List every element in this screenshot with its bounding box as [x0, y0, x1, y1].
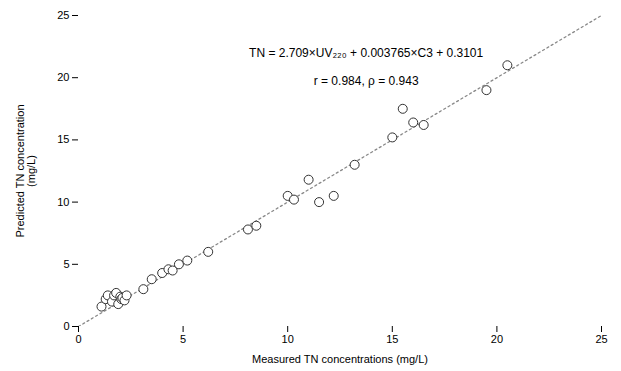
svg-text:0: 0 — [75, 333, 81, 345]
svg-text:0: 0 — [63, 320, 69, 332]
svg-text:10: 10 — [57, 196, 69, 208]
svg-text:25: 25 — [595, 333, 607, 345]
svg-text:20: 20 — [491, 333, 503, 345]
svg-text:5: 5 — [180, 333, 186, 345]
svg-text:Predicted TN concentration(mg/: Predicted TN concentration(mg/L) — [14, 104, 37, 237]
svg-text:25: 25 — [57, 9, 69, 21]
svg-text:15: 15 — [57, 133, 69, 145]
svg-text:5: 5 — [63, 258, 69, 270]
svg-text:TN = 2.709×UV₂₂₀ + 0.003765×C3: TN = 2.709×UV₂₂₀ + 0.003765×C3 + 0.3101 — [249, 46, 483, 60]
svg-text:15: 15 — [386, 333, 398, 345]
svg-text:r = 0.984, ρ = 0.943: r = 0.984, ρ = 0.943 — [314, 74, 419, 88]
svg-text:20: 20 — [57, 71, 69, 83]
svg-text:Measured TN concentrations (mg: Measured TN concentrations (mg/L) — [252, 353, 428, 365]
svg-text:10: 10 — [282, 333, 294, 345]
